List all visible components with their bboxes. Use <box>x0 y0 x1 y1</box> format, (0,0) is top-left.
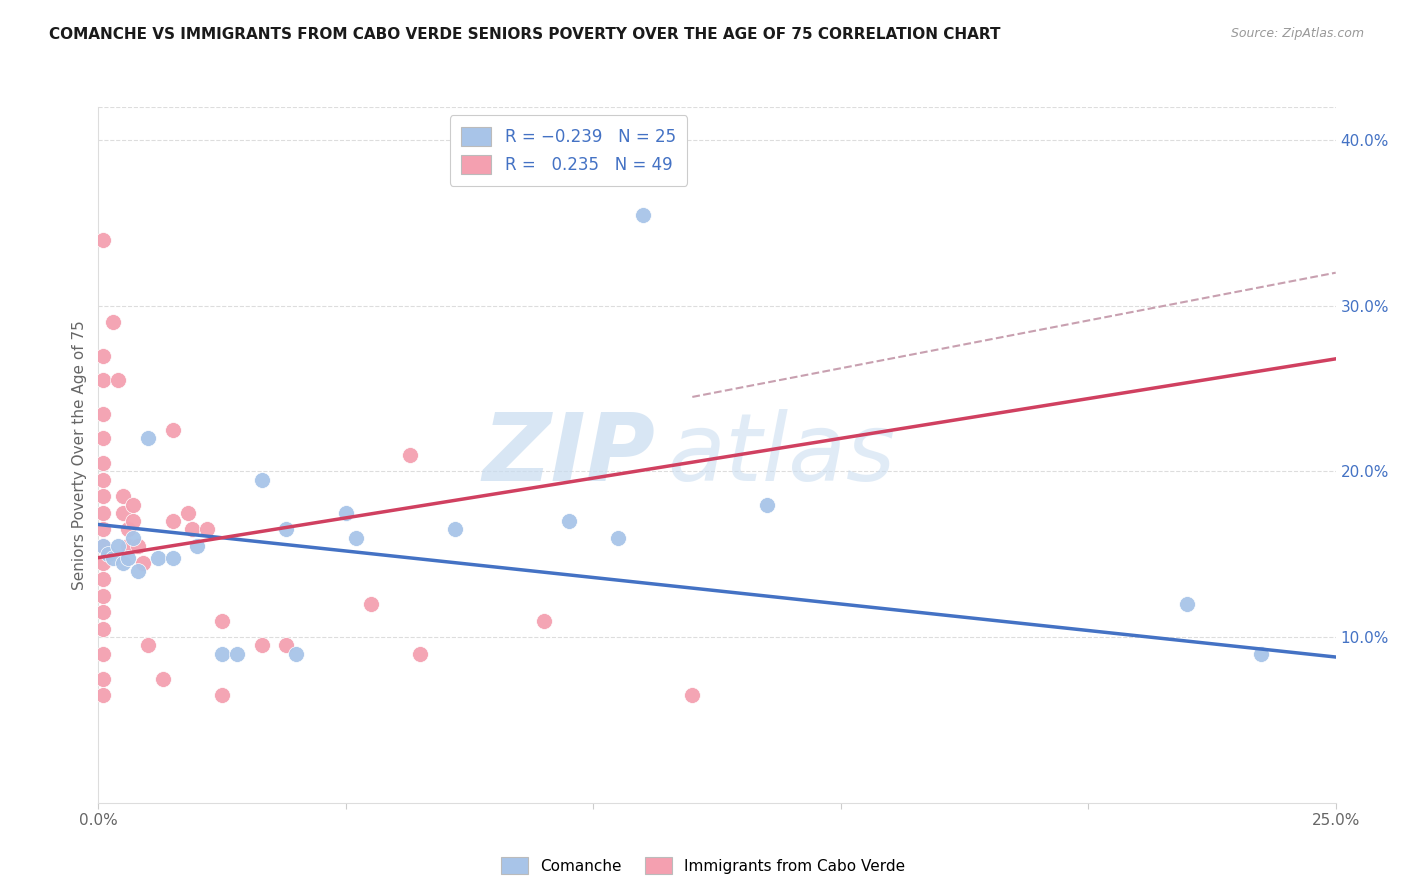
Point <box>399 448 422 462</box>
Point <box>607 531 630 545</box>
Point <box>122 531 145 545</box>
Point <box>103 550 125 565</box>
Point <box>97 547 120 561</box>
Point <box>250 639 273 653</box>
Point <box>285 647 308 661</box>
Point <box>127 564 149 578</box>
Point <box>93 431 115 445</box>
Point <box>93 589 115 603</box>
Point <box>93 647 115 661</box>
Point <box>93 539 115 553</box>
Point <box>93 506 115 520</box>
Point <box>107 373 129 387</box>
Point <box>112 489 135 503</box>
Point <box>211 647 233 661</box>
Point <box>93 539 115 553</box>
Point <box>409 647 432 661</box>
Point <box>443 523 465 537</box>
Point <box>1250 647 1272 661</box>
Point <box>136 431 159 445</box>
Point <box>117 539 139 553</box>
Point <box>211 614 233 628</box>
Point <box>93 523 115 537</box>
Point <box>211 688 233 702</box>
Point <box>107 539 129 553</box>
Point <box>276 639 298 653</box>
Text: COMANCHE VS IMMIGRANTS FROM CABO VERDE SENIORS POVERTY OVER THE AGE OF 75 CORREL: COMANCHE VS IMMIGRANTS FROM CABO VERDE S… <box>49 27 1001 42</box>
Point <box>226 647 249 661</box>
Point <box>112 556 135 570</box>
Y-axis label: Seniors Poverty Over the Age of 75: Seniors Poverty Over the Age of 75 <box>72 320 87 590</box>
Point <box>117 550 139 565</box>
Point <box>122 514 145 528</box>
Point <box>112 506 135 520</box>
Point <box>162 550 184 565</box>
Point <box>1175 597 1198 611</box>
Point <box>631 208 654 222</box>
Point <box>276 523 298 537</box>
Text: Source: ZipAtlas.com: Source: ZipAtlas.com <box>1230 27 1364 40</box>
Point <box>136 639 159 653</box>
Point <box>93 572 115 586</box>
Point <box>146 550 169 565</box>
Point <box>122 498 145 512</box>
Point <box>533 614 555 628</box>
Point <box>176 506 198 520</box>
Point <box>93 688 115 702</box>
Point <box>117 523 139 537</box>
Point <box>93 349 115 363</box>
Point <box>335 506 357 520</box>
Point <box>132 556 155 570</box>
Legend: Comanche, Immigrants from Cabo Verde: Comanche, Immigrants from Cabo Verde <box>495 851 911 880</box>
Point <box>195 523 218 537</box>
Text: ZIP: ZIP <box>482 409 655 501</box>
Point <box>360 597 382 611</box>
Point <box>93 605 115 619</box>
Point <box>93 622 115 636</box>
Point <box>93 407 115 421</box>
Point <box>755 498 778 512</box>
Point <box>93 489 115 503</box>
Text: atlas: atlas <box>668 409 896 500</box>
Point <box>93 373 115 387</box>
Point <box>93 473 115 487</box>
Point <box>250 473 273 487</box>
Point <box>344 531 367 545</box>
Point <box>93 456 115 470</box>
Point <box>127 539 149 553</box>
Point <box>557 514 579 528</box>
Point <box>93 233 115 247</box>
Point <box>162 423 184 437</box>
Point <box>152 672 174 686</box>
Point <box>162 514 184 528</box>
Point <box>93 556 115 570</box>
Point <box>186 539 208 553</box>
Point <box>181 523 204 537</box>
Point <box>103 315 125 329</box>
Legend: R = −0.239   N = 25, R =   0.235   N = 49: R = −0.239 N = 25, R = 0.235 N = 49 <box>450 115 688 186</box>
Point <box>93 672 115 686</box>
Point <box>681 688 703 702</box>
